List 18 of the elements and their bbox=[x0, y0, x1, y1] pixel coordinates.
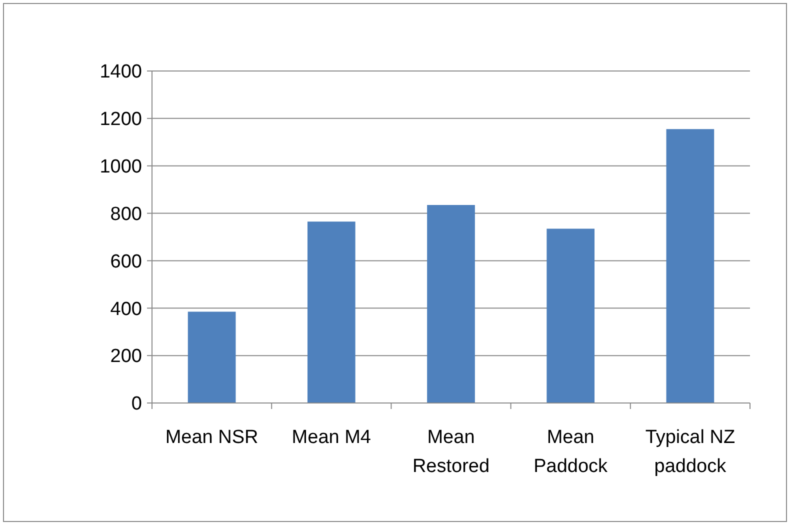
y-tick-label: 1200 bbox=[100, 109, 142, 130]
x-tick-label: Mean M4 bbox=[292, 427, 372, 448]
y-tick-label: 0 bbox=[131, 394, 142, 415]
bar bbox=[188, 312, 236, 403]
y-tick-label: 400 bbox=[110, 298, 142, 320]
bar bbox=[666, 129, 714, 403]
y-tick-label: 600 bbox=[110, 251, 142, 272]
bar bbox=[546, 228, 595, 403]
bar bbox=[427, 204, 475, 403]
bar bbox=[307, 222, 356, 403]
x-tick-label: Mean NSR bbox=[165, 427, 258, 448]
x-tick-label: Mean Paddock bbox=[534, 427, 608, 477]
y-tick-label: 800 bbox=[110, 204, 142, 225]
y-tick-label: 1000 bbox=[100, 156, 142, 178]
x-tick-label: Typical NZ paddock bbox=[645, 427, 736, 477]
y-tick-label: 1400 bbox=[100, 62, 142, 83]
y-tick-label: 200 bbox=[110, 346, 142, 368]
x-tick-label: Mean Restored bbox=[412, 427, 490, 477]
